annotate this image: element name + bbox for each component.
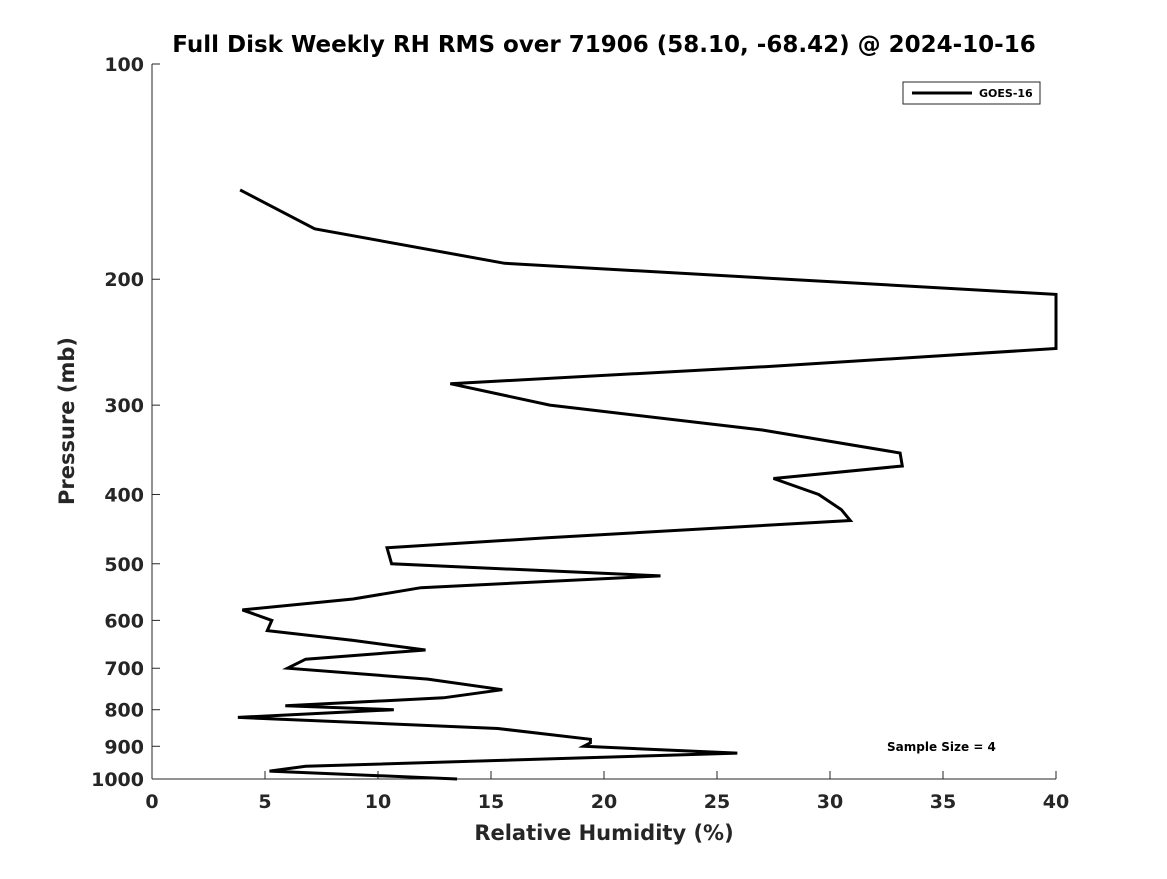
y-tick-label: 1000 <box>91 769 144 791</box>
series-layer <box>237 188 1058 781</box>
y-tick-label: 300 <box>104 395 144 417</box>
y-tick-label: 700 <box>104 658 144 680</box>
x-ticks: 0 5 10 15 20 25 30 35 40 <box>145 771 1069 813</box>
x-tick-label: 25 <box>704 791 730 813</box>
y-ticks: 100 200 300 400 500 600 700 800 900 1000 <box>91 54 160 791</box>
x-tick-label: 35 <box>930 791 956 813</box>
x-tick-label: 40 <box>1043 791 1069 813</box>
legend: GOES-16 <box>902 81 1041 105</box>
y-tick-label: 200 <box>104 269 144 291</box>
x-tick-label: 30 <box>817 791 843 813</box>
y-tick-label: 100 <box>104 54 144 76</box>
legend-label: GOES-16 <box>979 87 1033 100</box>
x-tick-label: 5 <box>258 791 271 813</box>
x-tick-label: 10 <box>365 791 391 813</box>
y-tick-label: 800 <box>104 700 144 722</box>
y-axis-label: Pressure (mb) <box>55 337 79 505</box>
y-tick-label: 400 <box>104 484 144 506</box>
x-tick-label: 15 <box>478 791 504 813</box>
series-line-goes-16 <box>237 188 1058 781</box>
y-tick-label: 900 <box>104 736 144 758</box>
y-tick-label: 600 <box>104 610 144 632</box>
sample-size-note: Sample Size = 4 <box>887 740 996 754</box>
x-axis-label: Relative Humidity (%) <box>474 821 733 845</box>
x-tick-label: 0 <box>145 791 158 813</box>
x-tick-label: 20 <box>591 791 617 813</box>
y-tick-label: 500 <box>104 554 144 576</box>
chart-title: Full Disk Weekly RH RMS over 71906 (58.1… <box>172 32 1035 58</box>
